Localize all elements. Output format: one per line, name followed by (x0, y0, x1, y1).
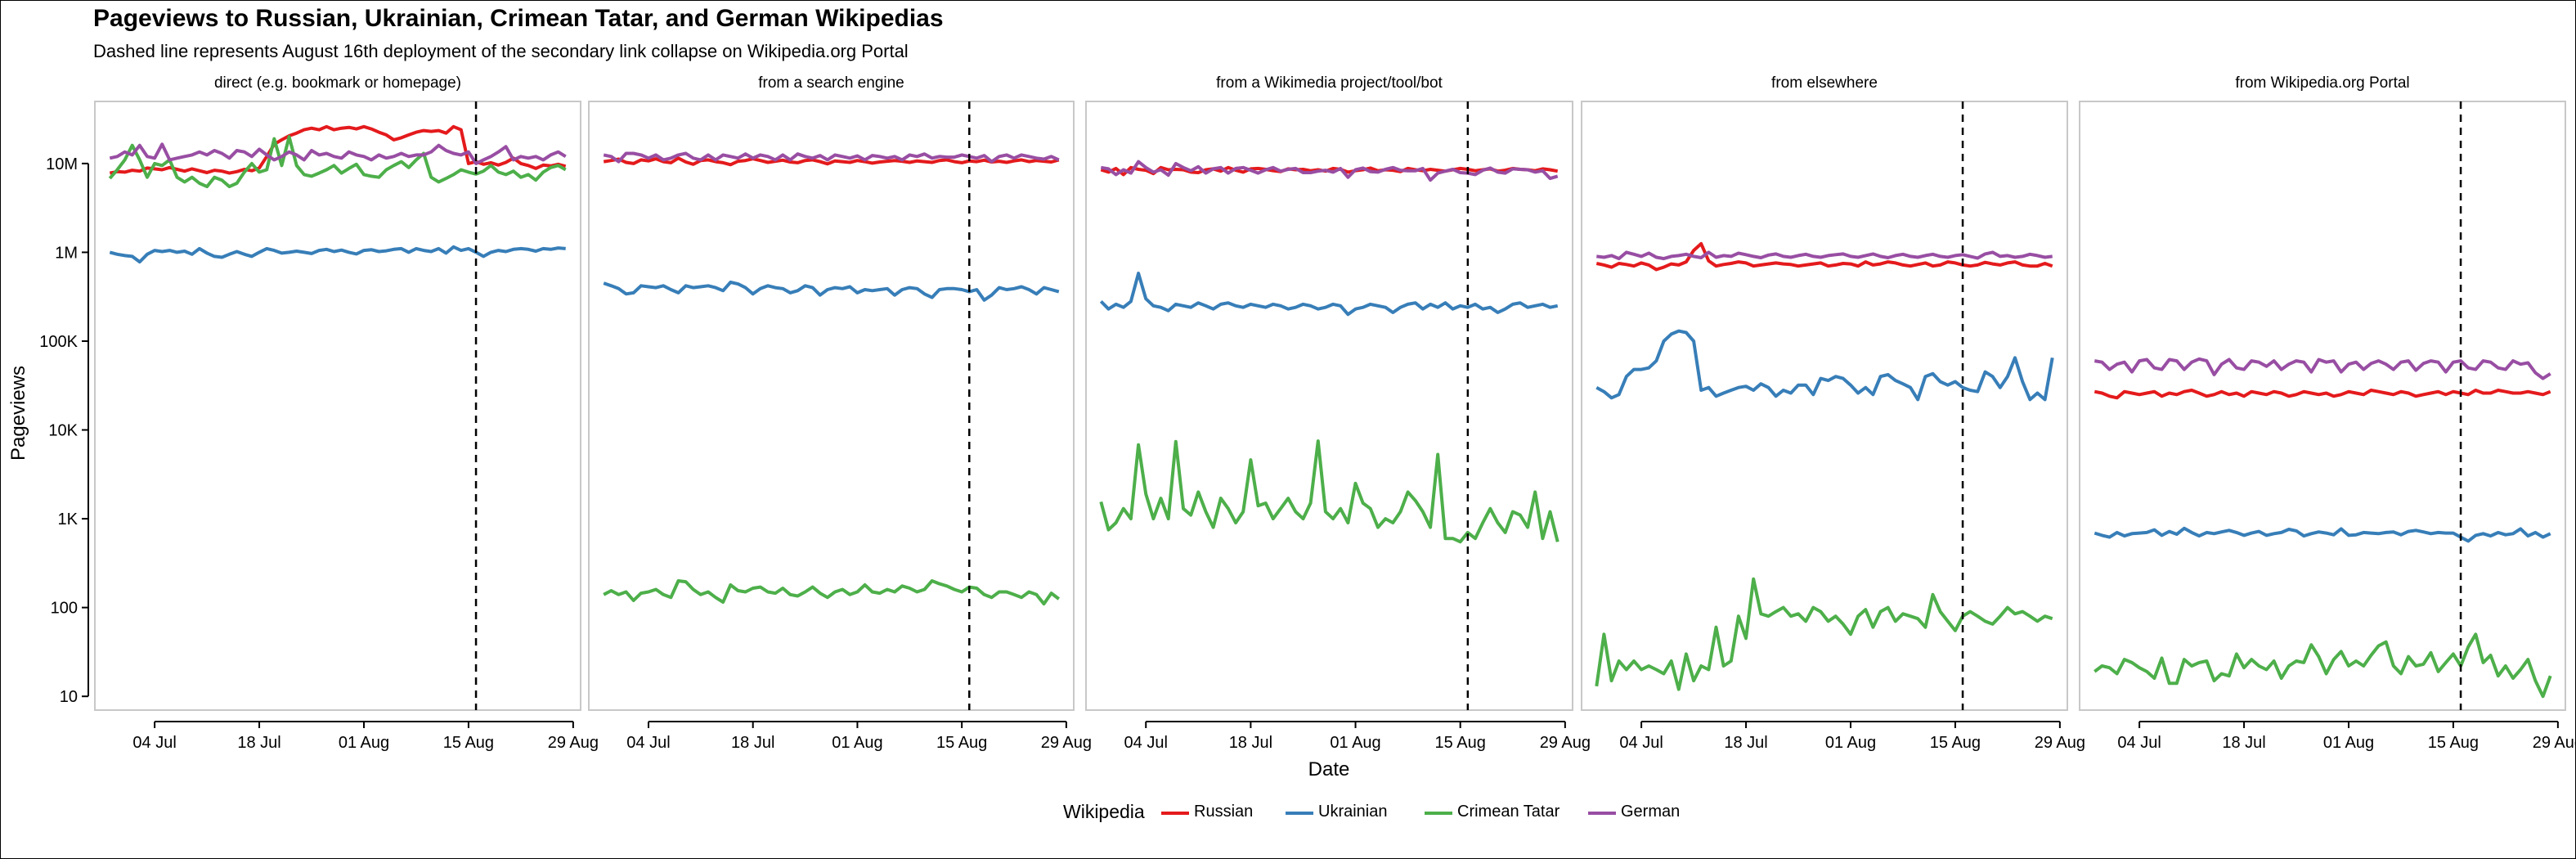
x-tick-label-01-aug: 01 Aug (1825, 734, 1876, 752)
y-tick-label-10k: 10K (48, 422, 78, 440)
panel-from-a-search-engine: from a search engine 04 Jul 18 Jul 01 Aug 15… (588, 74, 1092, 752)
legend-swatch-ukrainian (1286, 812, 1313, 815)
series-line-german (1100, 160, 1559, 182)
y-tick-label-1k: 1K (58, 510, 79, 528)
x-tick-label-01-aug: 01 Aug (339, 734, 389, 752)
legend-label-german: German (1621, 803, 1681, 821)
series-line-ukrainian (109, 245, 566, 264)
legend-swatch-crimean-tatar (1425, 812, 1452, 815)
panel-border (1085, 101, 1573, 711)
x-tick-label-04-jul: 04 Jul (1619, 734, 1663, 752)
x-tick-label-18-jul: 18 Jul (731, 734, 774, 752)
x-tick-label-18-jul: 18 Jul (1724, 734, 1767, 752)
x-axis-title: Date (1308, 758, 1350, 780)
x-tick-label-29-aug: 29 Aug (1540, 734, 1591, 752)
y-axis-title: Pageviews (7, 366, 29, 461)
x-tick-label-15-aug: 15 Aug (936, 734, 987, 752)
series-line-crimean-tatar (1595, 577, 2053, 691)
panel-from-wikipedia-org-portal: from Wikipedia.org Portal 04 Jul 18 Jul 01 … (2079, 74, 2576, 752)
panel-from-a-wikimedia-project-tool-bot: from a Wikimedia project/tool/bot 04 Jul 1… (1085, 74, 1591, 752)
legend-swatch-russian (1161, 812, 1189, 815)
x-tick-label-18-jul: 18 Jul (2222, 734, 2265, 752)
y-tick-label-100: 100 (51, 600, 78, 618)
series-line-russian (2094, 389, 2551, 400)
panel-title: from elsewhere (1771, 74, 1878, 92)
series-line-crimean-tatar (603, 579, 1061, 606)
x-tick-label-15-aug: 15 Aug (1930, 734, 1981, 752)
chart-subtitle: Dashed line represents August 16th deplo… (93, 41, 909, 61)
legend-label-ukrainian: Ukrainian (1318, 803, 1388, 821)
x-tick-label-18-jul: 18 Jul (237, 734, 280, 752)
series-line-russian (1595, 241, 2053, 272)
series-line-crimean-tatar (1099, 439, 1560, 544)
x-tick-label-15-aug: 15 Aug (1435, 734, 1486, 752)
series-line-crimean-tatar (2094, 632, 2552, 699)
x-tick-label-01-aug: 01 Aug (832, 734, 882, 752)
series-line-russian (109, 124, 567, 175)
chart-title: Pageviews to Russian, Ukrainian, Crimean… (93, 5, 944, 32)
panel-from-elsewhere: from elsewhere 04 Jul 18 Jul 01 Aug 15 Aug 29… (1581, 74, 2085, 752)
series-line-german (603, 151, 1060, 164)
legend-title: Wikipedia (1063, 801, 1145, 822)
series-line-ukrainian (1595, 329, 2054, 402)
x-tick-label-04-jul: 04 Jul (626, 734, 670, 752)
series-line-ukrainian (603, 281, 1060, 302)
panel-title: from a search engine (758, 74, 904, 92)
x-tick-label-01-aug: 01 Aug (2323, 734, 2374, 752)
y-tick-label-100k: 100K (39, 333, 78, 351)
x-tick-label-15-aug: 15 Aug (2428, 734, 2479, 752)
x-tick-label-01-aug: 01 Aug (1330, 734, 1380, 752)
series-line-crimean-tatar (108, 135, 567, 189)
series-line-ukrainian (2094, 526, 2551, 543)
x-tick-label-15-aug: 15 Aug (443, 734, 494, 752)
x-tick-label-18-jul: 18 Jul (1229, 734, 1272, 752)
series-line-ukrainian (1099, 272, 1559, 317)
panel-title: from Wikipedia.org Portal (2235, 74, 2409, 92)
x-tick-label-29-aug: 29 Aug (2533, 734, 2576, 752)
legend-swatch-german (1588, 812, 1616, 815)
legend: Wikipedia Russian Ukrainian Crimean Tata… (0, 798, 2576, 827)
series-line-german (2094, 357, 2551, 380)
y-tick-label-10: 10 (60, 688, 78, 706)
series-line-german (109, 142, 567, 165)
x-tick-label-29-aug: 29 Aug (548, 734, 599, 752)
panel-title: from a Wikimedia project/tool/bot (1216, 74, 1443, 92)
y-tick-label-1m: 1M (55, 244, 78, 262)
panel-direct-e-g-bookmark-or-homepage: direct (e.g. bookmark or homepage) 04 Jul… (94, 74, 599, 752)
facet-panels: 10 100 1K 10K 100K 1M 10M direct (e.g. bookmark… (39, 74, 2576, 752)
panel-border (2079, 101, 2566, 711)
x-tick-label-04-jul: 04 Jul (132, 734, 176, 752)
legend-label-crimean-tatar: Crimean Tatar (1457, 803, 1560, 821)
legend-label-russian: Russian (1194, 803, 1254, 821)
series-line-russian (603, 156, 1060, 167)
panel-border (94, 101, 581, 711)
x-tick-label-04-jul: 04 Jul (1124, 734, 1168, 752)
series-line-german (1596, 250, 2053, 261)
panel-border (588, 101, 1075, 711)
x-tick-label-04-jul: 04 Jul (2117, 734, 2161, 752)
x-tick-label-29-aug: 29 Aug (2035, 734, 2085, 752)
panel-title: direct (e.g. bookmark or homepage) (214, 74, 461, 92)
y-tick-label-10m: 10M (46, 155, 78, 173)
panel-border (1581, 101, 2068, 711)
x-tick-label-29-aug: 29 Aug (1041, 734, 1092, 752)
